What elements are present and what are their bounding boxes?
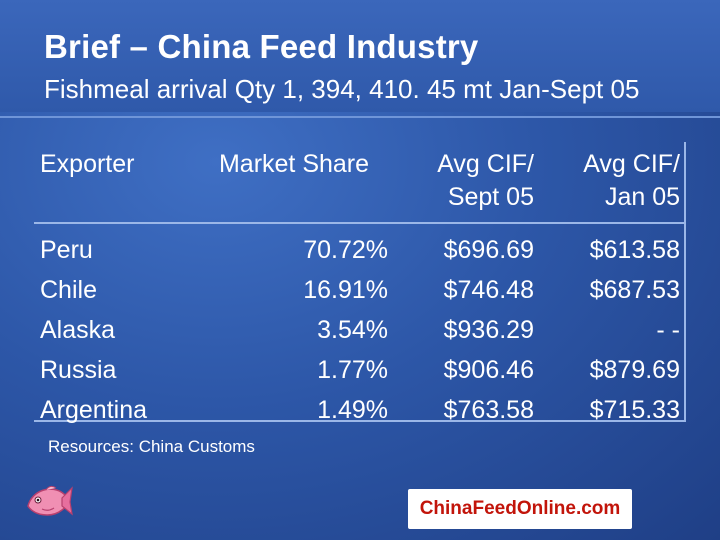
header-avg-cif-sept-line1: Avg CIF/ (437, 150, 534, 178)
header-avg-cif-sept: Avg CIF/ Sept 05 (394, 142, 540, 224)
pink-fish-icon (27, 485, 73, 516)
cell-market-share: 1.77% (317, 355, 388, 384)
table-body: Peru 70.72% $696.69 $613.58 Chile 16.91%… (34, 223, 686, 430)
table-frame (34, 142, 686, 422)
cell-avg-cif-sept: $763.58 (443, 395, 534, 424)
header-avg-cif-jan-line1: Avg CIF/ (583, 150, 680, 178)
header-avg-cif-jan: Avg CIF/ Jan 05 (540, 142, 686, 224)
cell-market-share: 16.91% (303, 275, 388, 304)
cell-exporter: Alaska (40, 315, 116, 344)
table-row: Chile 16.91% $746.48 $687.53 (34, 270, 686, 310)
source-note: Resources: China Customs (48, 437, 255, 456)
cell-avg-cif-sept: $696.69 (443, 235, 534, 264)
exporter-table: Exporter Market Share Avg CIF/ Sept 05 A… (34, 142, 686, 430)
table-row: Peru 70.72% $696.69 $613.58 (34, 223, 686, 270)
cell-exporter: Argentina (40, 395, 148, 424)
slide-subtitle: Fishmeal arrival Qty 1, 394, 410. 45 mt … (44, 74, 640, 104)
header-exporter: Exporter (34, 142, 194, 224)
header-market-share: Market Share (194, 142, 394, 224)
title-divider (0, 116, 720, 118)
website-badge: ChinaFeedOnline.com (408, 489, 632, 529)
table-row: Argentina 1.49% $763.58 $715.33 (34, 390, 686, 430)
cell-avg-cif-sept: $936.29 (443, 315, 534, 344)
cell-avg-cif-jan: $879.69 (589, 355, 680, 384)
cell-exporter: Russia (40, 355, 117, 384)
cell-avg-cif-jan: $715.33 (589, 395, 680, 424)
cell-exporter: Chile (40, 275, 97, 304)
table-row: Russia 1.77% $906.46 $879.69 (34, 350, 686, 390)
table-header: Exporter Market Share Avg CIF/ Sept 05 A… (34, 142, 686, 224)
cell-avg-cif-jan: $687.53 (589, 275, 680, 304)
cell-market-share: 1.49% (317, 395, 388, 424)
header-avg-cif-jan-line2: Jan 05 (604, 183, 680, 211)
slide-title: Brief – China Feed Industry (44, 28, 479, 65)
cell-market-share: 70.72% (303, 235, 388, 264)
cell-avg-cif-jan: $613.58 (589, 235, 680, 264)
cell-avg-cif-sept: $746.48 (443, 275, 534, 304)
header-row: Exporter Market Share Avg CIF/ Sept 05 A… (34, 142, 686, 224)
table-row: Alaska 3.54% $936.29 - - (34, 310, 686, 350)
header-avg-cif-sept-line2: Sept 05 (447, 183, 534, 211)
cell-exporter: Peru (40, 235, 93, 264)
cell-avg-cif-sept: $906.46 (443, 355, 534, 384)
cell-avg-cif-jan: - - (656, 315, 680, 344)
website-link[interactable]: ChinaFeedOnline.com (419, 498, 621, 519)
cell-market-share: 3.54% (317, 315, 388, 344)
title-bar (0, 0, 720, 112)
